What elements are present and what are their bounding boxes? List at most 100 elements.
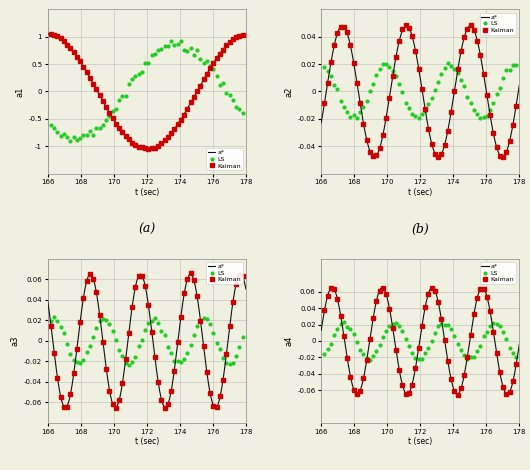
a* — [243, 286, 249, 292]
Y-axis label: a2: a2 — [285, 86, 294, 97]
a* — [144, 146, 151, 152]
a* — [436, 154, 442, 160]
a* — [318, 328, 324, 333]
Legend: a*, LS, Kalman: a*, LS, Kalman — [206, 148, 243, 171]
Kalman — [110, 401, 116, 407]
Kalman — [113, 405, 119, 411]
Kalman — [103, 104, 109, 110]
LS — [116, 97, 122, 102]
a* — [135, 275, 141, 281]
LS — [178, 38, 184, 44]
Kalman — [171, 126, 178, 132]
LS — [380, 61, 386, 67]
LS — [341, 319, 347, 325]
Text: (a): (a) — [138, 223, 155, 236]
LS — [113, 106, 119, 112]
a* — [45, 298, 51, 304]
Kalman — [48, 323, 54, 329]
Kalman — [390, 325, 396, 330]
Kalman — [445, 128, 451, 133]
Line: a*: a* — [48, 274, 246, 407]
LS — [240, 334, 246, 340]
LS — [51, 313, 57, 319]
Line: Kalman: Kalman — [49, 32, 244, 150]
LS — [445, 60, 451, 66]
Line: LS: LS — [323, 321, 517, 361]
LS — [171, 42, 178, 47]
LS — [383, 328, 390, 334]
Kalman — [171, 368, 178, 373]
Kalman — [328, 285, 334, 290]
LS — [113, 337, 119, 343]
a* — [177, 318, 183, 323]
Kalman — [370, 154, 376, 159]
a* — [87, 272, 94, 277]
a* — [516, 341, 523, 346]
Kalman — [383, 115, 390, 121]
LS — [513, 63, 519, 68]
LS — [321, 352, 328, 357]
Kalman — [96, 312, 103, 318]
LS — [321, 64, 328, 70]
X-axis label: t (sec): t (sec) — [135, 437, 159, 446]
a* — [468, 329, 474, 335]
Line: a*: a* — [321, 26, 519, 157]
Legend: a*, LS, Kalman: a*, LS, Kalman — [480, 262, 516, 284]
Kalman — [80, 295, 86, 300]
LS — [100, 316, 106, 321]
LS — [390, 69, 396, 74]
LS — [448, 63, 454, 69]
a* — [162, 405, 168, 410]
Line: a*: a* — [48, 34, 246, 149]
a* — [451, 388, 457, 393]
Kalman — [455, 392, 461, 398]
LS — [393, 321, 399, 326]
Kalman — [513, 361, 519, 367]
LS — [67, 138, 74, 144]
Kalman — [380, 285, 386, 291]
Kalman — [80, 64, 86, 70]
a* — [408, 384, 414, 389]
Line: LS: LS — [323, 62, 517, 119]
LS — [116, 347, 122, 352]
a* — [80, 299, 86, 305]
LS — [126, 362, 132, 368]
LS — [373, 72, 379, 78]
LS — [376, 343, 383, 348]
a* — [408, 31, 414, 36]
Kalman — [103, 366, 109, 371]
a* — [329, 285, 335, 290]
Kalman — [240, 274, 246, 279]
Line: a*: a* — [321, 288, 519, 394]
a* — [80, 63, 86, 69]
Line: Kalman: Kalman — [49, 272, 244, 410]
LS — [448, 327, 454, 332]
Kalman — [373, 298, 379, 303]
Y-axis label: a4: a4 — [284, 336, 293, 346]
a* — [451, 89, 457, 95]
a* — [95, 91, 102, 96]
LS — [354, 115, 360, 121]
a* — [243, 31, 249, 37]
Kalman — [116, 398, 122, 403]
Kalman — [48, 31, 54, 36]
Kalman — [321, 307, 328, 313]
LS — [100, 122, 106, 128]
Line: Kalman: Kalman — [323, 24, 518, 159]
Kalman — [435, 155, 441, 160]
Line: LS: LS — [50, 40, 244, 142]
X-axis label: t (sec): t (sec) — [408, 437, 432, 446]
LS — [106, 321, 112, 327]
Line: Kalman: Kalman — [323, 286, 518, 396]
LS — [106, 113, 112, 119]
a* — [45, 31, 51, 37]
Y-axis label: a3: a3 — [11, 336, 20, 346]
Text: (b): (b) — [411, 223, 429, 236]
Kalman — [96, 93, 103, 98]
LS — [513, 354, 519, 360]
a* — [194, 88, 200, 94]
Kalman — [513, 102, 519, 108]
Kalman — [376, 146, 383, 151]
a* — [96, 307, 102, 313]
LS — [48, 319, 54, 324]
